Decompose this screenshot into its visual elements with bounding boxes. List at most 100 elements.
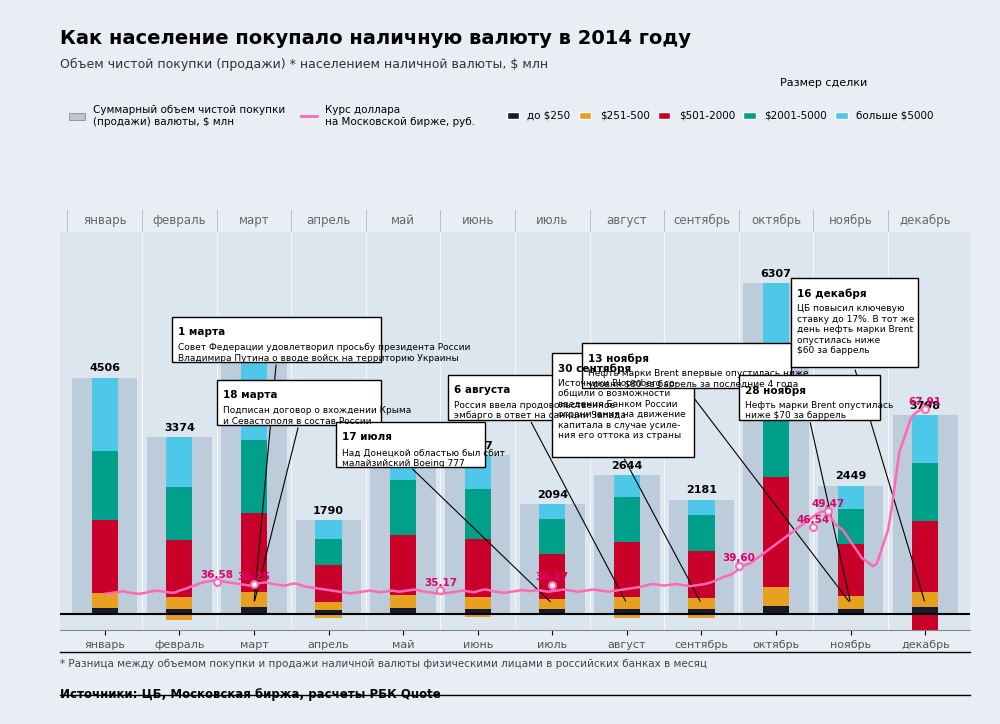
Bar [818, 486, 883, 614]
Bar [912, 463, 938, 521]
Bar [912, 521, 938, 592]
Bar [912, 415, 938, 463]
Bar [763, 283, 789, 371]
Text: 6 августа: 6 августа [454, 385, 510, 395]
Text: 6307: 6307 [761, 269, 792, 279]
FancyBboxPatch shape [552, 353, 694, 457]
Bar [912, 614, 938, 635]
Text: 35,17: 35,17 [424, 578, 457, 588]
Bar [838, 544, 864, 596]
Bar [315, 520, 342, 539]
Bar [241, 513, 267, 592]
Bar [465, 597, 491, 609]
Bar [688, 614, 715, 618]
Bar [221, 359, 287, 614]
Text: 13 ноября: 13 ноября [588, 354, 649, 364]
Text: 3140: 3140 [388, 435, 419, 445]
Text: 39,60: 39,60 [722, 553, 755, 563]
Text: март: март [239, 214, 269, 227]
Text: май: май [391, 214, 415, 227]
Bar [92, 451, 118, 520]
FancyBboxPatch shape [791, 278, 918, 367]
Text: Совет Федерации удовлетворил просьбу президента России
Владимира Путина о вводе : Совет Федерации удовлетворил просьбу пре… [178, 343, 470, 363]
Legend: Суммарный объем чистой покупки
(продажи) валюты, $ млн, Курс доллара
на Московск: Суммарный объем чистой покупки (продажи)… [65, 101, 479, 131]
Bar [763, 587, 789, 606]
Bar [688, 598, 715, 609]
Text: 28 ноября: 28 ноября [745, 385, 806, 396]
Bar [763, 606, 789, 614]
Bar [72, 377, 137, 614]
Bar [614, 609, 640, 614]
Text: 4859: 4859 [238, 345, 269, 355]
Bar [465, 609, 491, 614]
Text: апрель: апрель [306, 214, 351, 227]
Text: Объем чистой покупки (продажи) * населением наличной валюты, $ млн: Объем чистой покупки (продажи) * населен… [60, 58, 548, 71]
Bar [614, 597, 640, 609]
Text: 3374: 3374 [164, 423, 195, 433]
Bar [92, 608, 118, 614]
Bar [390, 450, 416, 480]
Bar [594, 476, 660, 614]
Bar [539, 504, 565, 518]
Text: август: август [607, 214, 647, 227]
Bar [241, 592, 267, 607]
Bar [520, 504, 585, 614]
Text: Как население покупало наличную валюту в 2014 году: Как население покупало наличную валюту в… [60, 29, 691, 48]
Text: 18 марта: 18 марта [223, 390, 277, 400]
Text: 2644: 2644 [611, 461, 643, 471]
FancyBboxPatch shape [582, 343, 791, 388]
Bar [688, 500, 715, 515]
Text: 36,25: 36,25 [237, 572, 270, 582]
Text: Источники Bloomberg со-
общили о возможности
введения Банком России
ограничения : Источники Bloomberg со- общили о возможн… [558, 379, 686, 440]
Text: 67,91: 67,91 [909, 397, 942, 407]
Bar [166, 437, 192, 487]
Text: январь: январь [83, 214, 127, 227]
Bar [166, 614, 192, 620]
Text: Подписан договор о вхождении Крыма
и Севастополя в состав России: Подписан договор о вхождении Крыма и Сев… [223, 406, 411, 426]
Bar [539, 599, 565, 610]
FancyBboxPatch shape [739, 375, 880, 420]
Bar [92, 593, 118, 608]
Bar [147, 437, 212, 614]
Bar [838, 596, 864, 609]
Legend: до $250, $251-500, $501-2000, $2001-5000, больше $5000: до $250, $251-500, $501-2000, $2001-5000… [502, 106, 938, 125]
Bar [315, 565, 342, 602]
Text: 2181: 2181 [686, 485, 717, 495]
Bar [614, 542, 640, 597]
Bar [465, 455, 491, 489]
Bar [315, 602, 342, 610]
Text: июнь: июнь [462, 214, 494, 227]
Bar [763, 476, 789, 587]
Bar [838, 510, 864, 544]
Bar [688, 609, 715, 614]
Bar [241, 439, 267, 513]
Bar [465, 489, 491, 539]
Bar [893, 415, 958, 614]
Bar [296, 520, 361, 614]
Bar [465, 539, 491, 597]
Text: 4506: 4506 [89, 363, 120, 374]
Bar [838, 486, 864, 510]
FancyBboxPatch shape [217, 380, 381, 425]
Bar [390, 595, 416, 608]
Bar [539, 518, 565, 555]
Bar [763, 371, 789, 476]
Text: июль: июль [536, 214, 568, 227]
Text: ЦБ повысил ключевую
ставку до 17%. В тот же
день нефть марки Brent
опустилась ни: ЦБ повысил ключевую ставку до 17%. В тот… [797, 304, 914, 355]
Bar [92, 377, 118, 451]
Bar [166, 609, 192, 614]
Text: Россия ввела продовольственное
эмбарго в ответ на санкции Запада: Россия ввела продовольственное эмбарго в… [454, 401, 626, 421]
Text: Над Донецкой областью был сбит
малайзийский Boeing 777: Над Донецкой областью был сбит малайзийс… [342, 448, 505, 468]
Text: 46,54: 46,54 [797, 515, 830, 525]
Bar [539, 555, 565, 599]
Bar [166, 539, 192, 597]
Text: 1 марта: 1 марта [178, 327, 225, 337]
Text: * Разница между объемом покупки и продажи наличной валюты физическими лицами в р: * Разница между объемом покупки и продаж… [60, 659, 707, 669]
Text: октябрь: октябрь [751, 214, 801, 227]
Text: 49,47: 49,47 [812, 499, 845, 509]
Text: 2094: 2094 [537, 490, 568, 500]
FancyBboxPatch shape [336, 422, 485, 467]
Text: 2449: 2449 [835, 471, 866, 481]
Bar [445, 455, 510, 614]
Bar [688, 551, 715, 598]
